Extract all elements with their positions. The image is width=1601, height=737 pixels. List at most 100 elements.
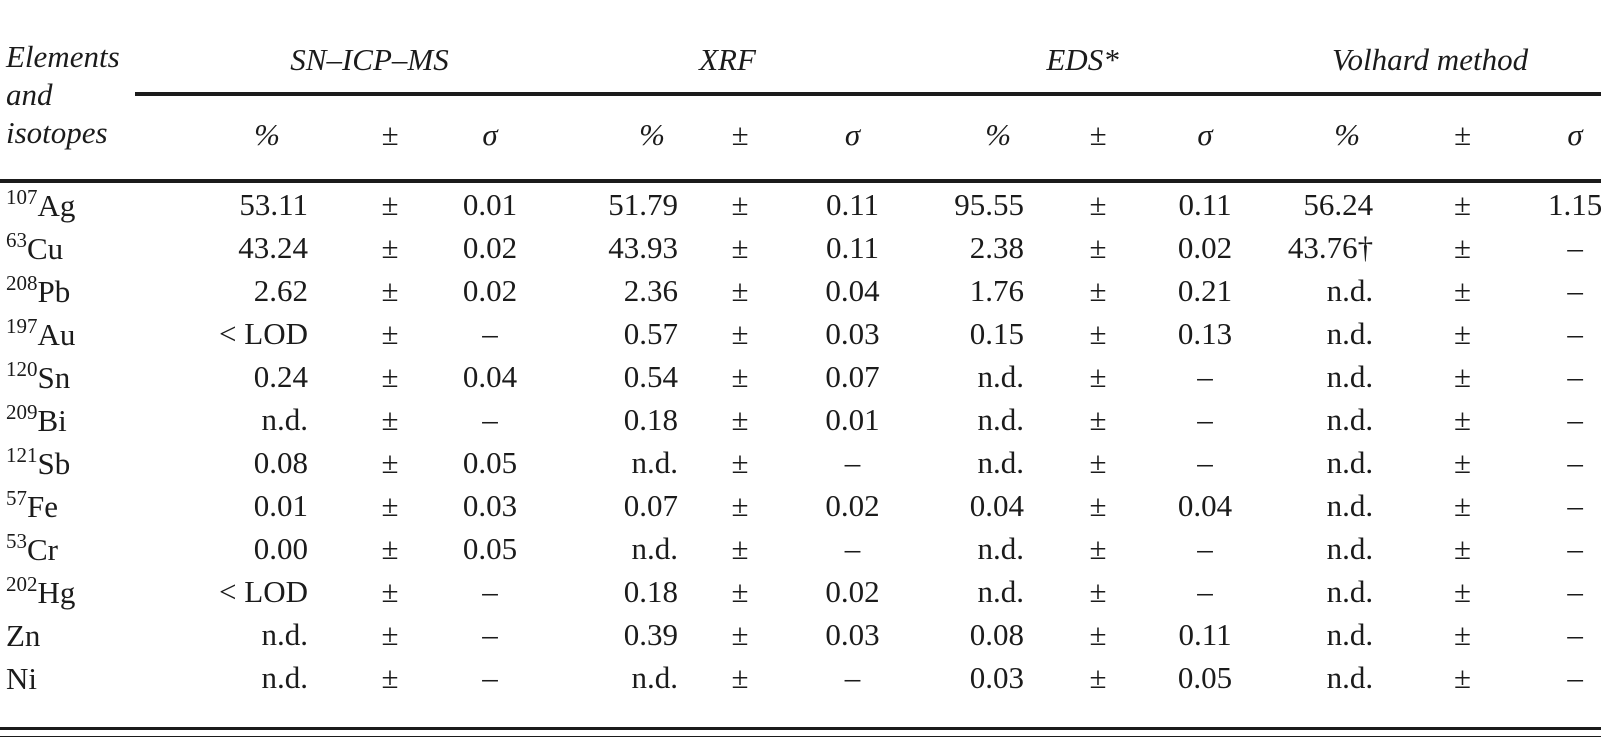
sn-pct-cell: 0.01 — [253, 487, 308, 523]
table-body: 107Ag 53.11 ± 0.01 51.79 ± 0.11 95.55 ± … — [0, 181, 1601, 699]
element-symbol: Bi — [37, 403, 67, 438]
volhard-sigma-cell: – — [1567, 229, 1583, 265]
method-header-sn-icp-ms: SN–ICP–MS — [135, 0, 540, 96]
xrf-pct-cell: 0.18 — [623, 573, 678, 609]
sn-sigma-cell: 0.03 — [462, 487, 518, 523]
isotope-mass: 209 — [6, 400, 38, 424]
table-bottom-double-rule — [0, 727, 1601, 737]
volhard-pm-cell: ± — [1454, 573, 1472, 609]
element-cell: 121Sb — [0, 441, 135, 484]
xrf-pm-cell: ± — [731, 487, 749, 523]
eds-pm-cell: ± — [1089, 487, 1107, 523]
eds-pm-cell: ± — [1089, 659, 1107, 695]
volhard-pm-cell: ± — [1454, 186, 1472, 222]
element-symbol: Sn — [37, 360, 71, 395]
eds-pm-cell: ± — [1089, 186, 1107, 222]
sn-sigma-cell: – — [482, 315, 498, 351]
element-cell: Ni — [0, 656, 135, 699]
volhard-sigma-cell: – — [1567, 616, 1583, 652]
sn-pm-cell: ± — [381, 530, 399, 566]
volhard-pct-cell: 56.24 — [1303, 186, 1374, 222]
xrf-pm-cell: ± — [731, 616, 749, 652]
xrf-sigma-cell: 0.04 — [825, 272, 880, 308]
xrf-pct-cell: 0.18 — [623, 401, 678, 437]
xrf-pct-cell: 0.07 — [623, 487, 678, 523]
sn-pct-cell: 43.24 — [238, 229, 308, 265]
eds-pm-cell: ± — [1089, 229, 1107, 265]
element-cell: Zn — [0, 613, 135, 656]
eds-pct-cell: n.d. — [977, 530, 1025, 566]
sn-pm-cell: ± — [381, 659, 399, 695]
sn-pct-cell: n.d. — [261, 401, 309, 437]
method-header-volhard: Volhard method — [1250, 0, 1601, 96]
xrf-pm-cell: ± — [731, 272, 749, 308]
element-symbol: Cr — [27, 532, 58, 567]
sn-pct-cell: n.d. — [261, 616, 309, 652]
sn-pm-cell: ± — [381, 272, 399, 308]
sn-pct-cell: 0.08 — [253, 444, 308, 480]
xrf-pm-cell: ± — [731, 573, 749, 609]
isotope-mass: 107 — [6, 185, 38, 209]
xrf-sigma-cell: – — [844, 659, 861, 695]
xrf-sigma-cell: 0.03 — [825, 616, 880, 652]
eds-pct-cell: n.d. — [977, 401, 1025, 437]
eds-pm-cell: ± — [1089, 272, 1107, 308]
xrf-pct-cell: 2.36 — [623, 272, 678, 308]
volhard-pm-cell: ± — [1454, 444, 1472, 480]
element-symbol: Zn — [6, 618, 41, 653]
sn-pct-cell: 0.00 — [253, 530, 308, 566]
volhard-pct-cell: 43.76† — [1287, 229, 1374, 265]
subheader-pm-eds: ± — [1036, 94, 1161, 183]
xrf-pct-cell: 0.57 — [623, 315, 678, 351]
volhard-sigma-cell: – — [1567, 530, 1583, 566]
method-header-xrf: XRF — [540, 0, 916, 96]
eds-pm-cell: ± — [1089, 444, 1107, 480]
table-header: Elements and isotopes SN–ICP–MS XRF EDS*… — [0, 0, 1601, 183]
composition-table: Elements and isotopes SN–ICP–MS XRF EDS*… — [0, 0, 1601, 699]
subheader-pm-xrf: ± — [690, 94, 790, 183]
sn-pm-cell: ± — [381, 186, 399, 222]
isotope-mass: 57 — [6, 486, 27, 510]
element-symbol: Cu — [27, 231, 64, 266]
element-cell: 202Hg — [0, 570, 135, 613]
table-row: Ni n.d. ± – n.d. ± – 0.03 ± 0.05 n.d. ± … — [0, 656, 1601, 699]
xrf-pm-cell: ± — [731, 358, 749, 394]
sn-pct-cell: 53.11 — [239, 186, 308, 222]
volhard-pm-cell: ± — [1454, 358, 1472, 394]
sn-sigma-cell: 0.05 — [462, 444, 518, 480]
sub-header-row: % ± σ % ± σ % ± σ % ± σ — [0, 94, 1601, 183]
isotope-mass: 202 — [6, 572, 38, 596]
xrf-pm-cell: ± — [731, 186, 749, 222]
volhard-pct-cell: n.d. — [1326, 401, 1374, 437]
sn-sigma-cell: – — [482, 659, 498, 695]
xrf-pct-cell: 0.54 — [623, 358, 678, 394]
volhard-pct-cell: n.d. — [1326, 315, 1374, 351]
row-header-elements-isotopes: Elements and isotopes — [0, 0, 135, 183]
volhard-sigma-cell: – — [1567, 358, 1583, 394]
volhard-sigma-cell: – — [1567, 272, 1583, 308]
table-row: Zn n.d. ± – 0.39 ± 0.03 0.08 ± 0.11 n.d.… — [0, 613, 1601, 656]
eds-sigma-cell: – — [1197, 530, 1213, 566]
xrf-pm-cell: ± — [731, 401, 749, 437]
isotope-mass: 121 — [6, 443, 38, 467]
sn-pct-cell: 2.62 — [253, 272, 308, 308]
element-symbol: Pb — [37, 274, 71, 309]
volhard-sigma-cell: 1.15 — [1547, 186, 1601, 222]
xrf-pct-cell: n.d. — [631, 530, 679, 566]
eds-sigma-cell: – — [1197, 444, 1213, 480]
subheader-pct-xrf: % — [540, 94, 690, 183]
element-cell: 63Cu — [0, 226, 135, 269]
eds-pct-cell: 95.55 — [954, 186, 1025, 222]
eds-sigma-cell: – — [1197, 358, 1213, 394]
xrf-sigma-cell: 0.01 — [825, 401, 880, 437]
volhard-pct-cell: n.d. — [1326, 616, 1374, 652]
sn-sigma-cell: 0.05 — [462, 530, 518, 566]
xrf-pct-cell: 0.39 — [623, 616, 678, 652]
eds-pct-cell: 2.38 — [969, 229, 1025, 265]
subheader-pct-sn: % — [135, 94, 340, 183]
element-symbol: Ag — [37, 188, 76, 223]
eds-pct-cell: n.d. — [977, 573, 1025, 609]
xrf-pm-cell: ± — [731, 229, 749, 265]
sn-pm-cell: ± — [381, 401, 399, 437]
isotope-mass: 120 — [6, 357, 38, 381]
